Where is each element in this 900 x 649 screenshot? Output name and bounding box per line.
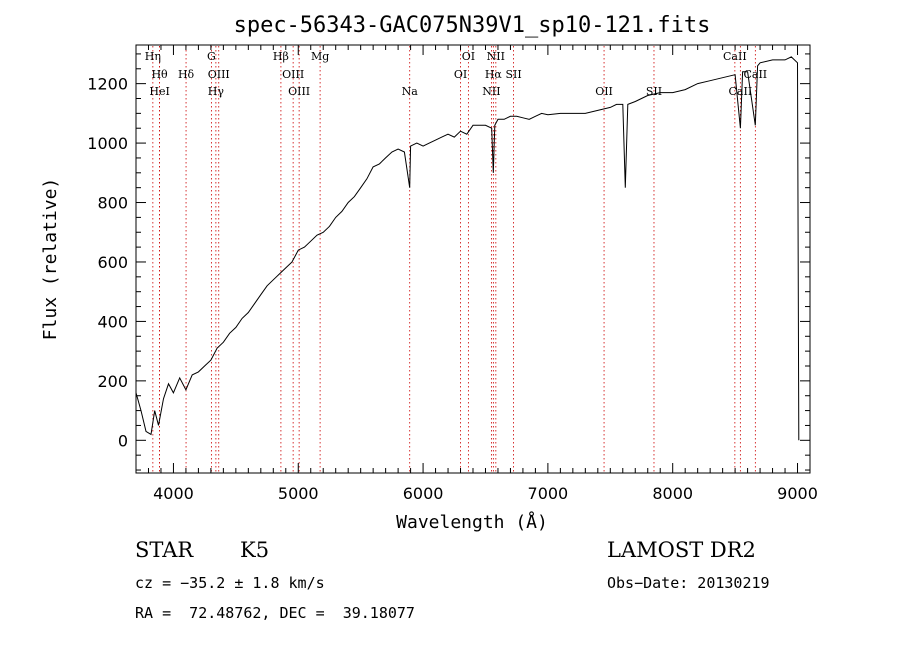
- marker-label: OIII: [288, 85, 310, 98]
- marker-label: OI: [462, 50, 475, 63]
- marker-label: Hη: [145, 50, 161, 63]
- y-tick-label: 800: [97, 194, 128, 213]
- marker-label: G: [207, 50, 216, 63]
- x-tick-label: 8000: [652, 484, 693, 503]
- y-tick-label: 400: [97, 312, 128, 331]
- chart-title: spec-56343-GAC075N39V1_sp10-121.fits: [234, 13, 711, 38]
- x-tick-label: 7000: [528, 484, 569, 503]
- y-tick-label: 0: [118, 431, 128, 450]
- observation-date: Obs−Date: 20130219: [607, 574, 770, 592]
- marker-label: Hδ: [178, 68, 195, 81]
- marker-label: OIII: [282, 68, 304, 81]
- marker-label: Hβ: [273, 50, 289, 63]
- marker-label: SII: [505, 68, 521, 81]
- marker-label: OI: [454, 68, 467, 81]
- y-axis: 0 200 400 600 800 1000 1200: [87, 53, 810, 471]
- marker-label: OIII: [208, 68, 230, 81]
- x-tick-label: 9000: [777, 484, 818, 503]
- spectrum-line: [135, 56, 800, 441]
- marker-label: Hθ: [151, 68, 168, 81]
- object-subclass: K5: [240, 538, 270, 562]
- plot-frame: [135, 44, 811, 474]
- x-tick-label: 6000: [403, 484, 444, 503]
- x-tick-label: 5000: [278, 484, 319, 503]
- x-tick-label: 4000: [153, 484, 194, 503]
- marker-label: OII: [595, 85, 613, 98]
- y-tick-label: 1200: [87, 75, 128, 94]
- marker-label: NII: [482, 85, 500, 98]
- marker-label: NII: [487, 50, 505, 63]
- sky-coordinates: RA = 72.48762, DEC = 39.18077: [135, 604, 415, 622]
- marker-label: CaII: [743, 68, 767, 81]
- emission-line-labels: Hη Hθ HeI Hδ G Hγ OIII Hβ OIII OIII Mg Na OI OI NII Hα N…: [145, 50, 767, 98]
- x-axis-label: Wavelength (Å): [396, 511, 548, 533]
- y-tick-label: 600: [97, 253, 128, 272]
- marker-label: Hα: [485, 68, 503, 81]
- survey-name: LAMOST DR2: [607, 538, 756, 562]
- marker-label: HeI: [149, 85, 169, 98]
- marker-label: Na: [402, 85, 419, 98]
- marker-label: Mg: [311, 50, 329, 63]
- marker-label: CaII: [723, 50, 747, 63]
- redshift-velocity: cz = −35.2 ± 1.8 km/s: [135, 574, 325, 592]
- object-class: STAR: [135, 538, 194, 562]
- x-axis: 4000 5000 6000 7000 8000 9000: [147, 45, 818, 503]
- marker-label: SII: [646, 85, 662, 98]
- y-axis-label: Flux (relative): [40, 178, 61, 341]
- spectrum-chart: spec-56343-GAC075N39V1_sp10-121.fits HηH…: [40, 13, 818, 533]
- marker-label: Hγ: [208, 85, 225, 98]
- emission-line-markers: [152, 46, 756, 472]
- y-tick-label: 1000: [87, 134, 128, 153]
- marker-label: CaII: [729, 85, 753, 98]
- y-tick-label: 200: [97, 372, 128, 391]
